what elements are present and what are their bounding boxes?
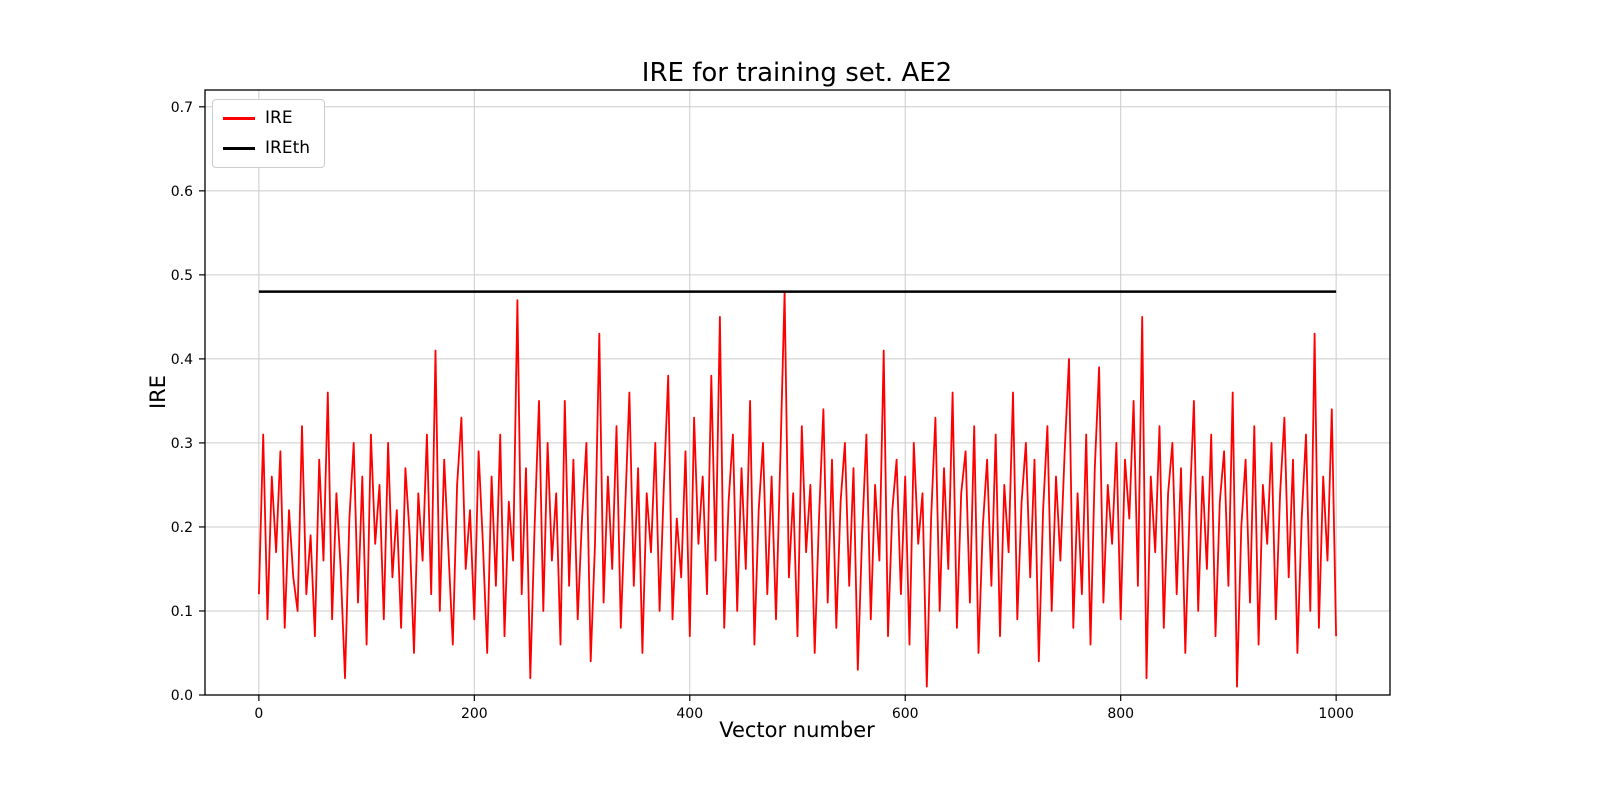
y-tick-label: 0.7: [171, 100, 193, 116]
x-tick-label: 200: [461, 706, 488, 722]
ire-line: [258, 290, 1337, 688]
y-axis-label: IRE: [146, 374, 170, 410]
legend: IRE IREth: [212, 99, 326, 168]
y-tick-label: 0.5: [171, 268, 193, 284]
ire-line-sample-icon: [223, 116, 255, 120]
y-tick-label: 0.0: [171, 688, 193, 704]
chart-title: IRE for training set. AE2: [641, 58, 953, 88]
legend-label-ire: IRE: [265, 108, 293, 128]
y-tick-label: 0.6: [171, 184, 193, 200]
y-tick-label: 0.2: [171, 520, 193, 536]
x-tick-label: 0: [254, 706, 263, 722]
x-tick-label: 1000: [1318, 706, 1354, 722]
ireth-line-sample-icon: [223, 147, 255, 151]
x-tick-label: 600: [892, 706, 919, 722]
plot-border: [204, 89, 1391, 696]
y-tick-label: 0.3: [171, 436, 193, 452]
x-tick-label: 800: [1107, 706, 1134, 722]
legend-item-ire: IRE: [223, 108, 310, 128]
y-tick-label: 0.1: [171, 604, 193, 620]
legend-label-ireth: IREth: [265, 138, 311, 159]
y-tick-label: 0.4: [171, 352, 193, 368]
x-tick-label: 400: [676, 706, 703, 722]
x-axis-label: Vector number: [719, 718, 875, 742]
legend-item-ireth: IREth: [223, 138, 310, 158]
